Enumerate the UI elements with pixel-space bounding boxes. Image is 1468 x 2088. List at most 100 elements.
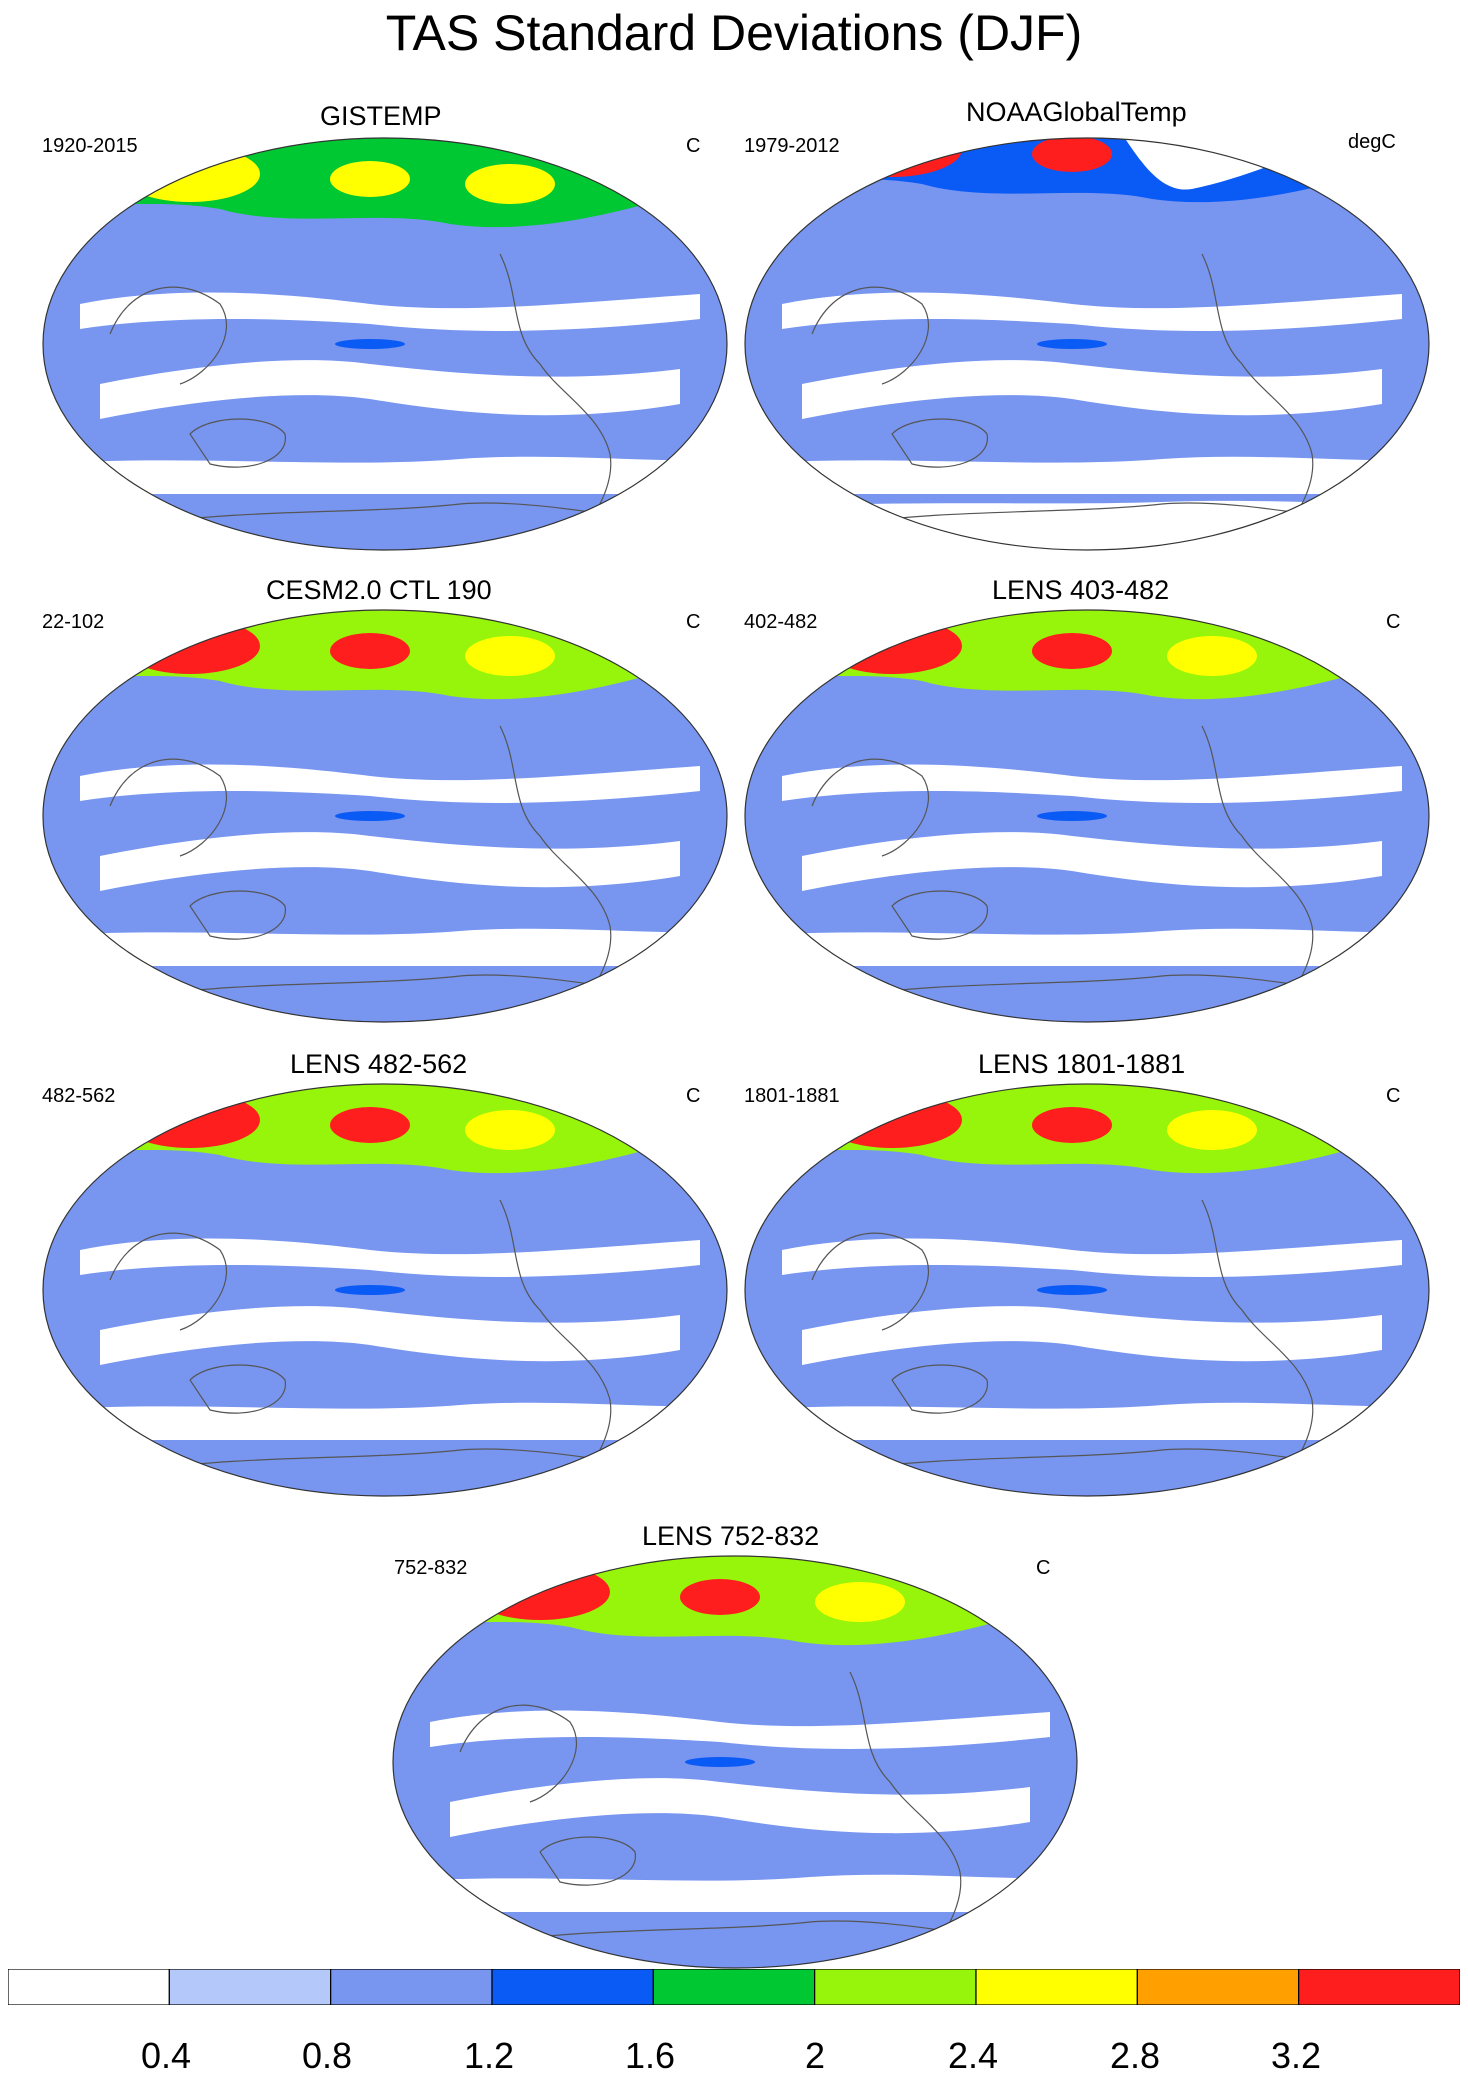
southern-ocean-band xyxy=(43,456,727,494)
americas-coastline xyxy=(849,1671,962,1948)
siberia-hotspot xyxy=(1032,633,1112,669)
colorbar-box xyxy=(1298,1969,1460,2005)
tropical-low-band xyxy=(802,360,1382,419)
colorbar-tick-label: 2.4 xyxy=(948,2035,999,2076)
contour-field xyxy=(745,138,1429,550)
enso-core xyxy=(335,339,405,349)
asia-coastline xyxy=(811,1232,929,1331)
map-outline xyxy=(744,1083,1430,1497)
contour-field xyxy=(43,138,727,550)
panel-units-label: C xyxy=(1386,611,1401,633)
panel-units-label: C xyxy=(1036,1557,1051,1579)
australia-coastline xyxy=(189,890,286,940)
americas-coastline xyxy=(499,725,612,1002)
map-panel-noaaglobaltemp xyxy=(744,137,1430,551)
southern-ocean-band xyxy=(43,928,727,966)
americas-coastline xyxy=(499,253,612,530)
map-outline xyxy=(42,609,728,1023)
panel-period-label: 752-832 xyxy=(394,1557,468,1579)
panel-period-label: 1801-1881 xyxy=(744,1085,840,1107)
map-outline xyxy=(744,137,1430,551)
colorbar-box xyxy=(975,1969,1138,2005)
americas-coastline xyxy=(1201,725,1314,1002)
subtropical-low-band xyxy=(782,764,1402,803)
enso-core xyxy=(1037,1285,1107,1295)
asia-coastline xyxy=(811,286,929,385)
panel-units-label: C xyxy=(686,135,701,157)
namerica-hotspot xyxy=(465,1110,555,1150)
colorbar-tick-label: 0.4 xyxy=(141,2035,192,2076)
subtropical-low-band xyxy=(782,292,1402,331)
colorbar-tick-label: 1.6 xyxy=(625,2035,676,2076)
panel-period-label: 1979-2012 xyxy=(744,135,840,157)
australia-coastline xyxy=(189,1364,286,1414)
enso-core xyxy=(335,1285,405,1295)
panel-title: GISTEMP xyxy=(320,101,442,131)
colorbar-box xyxy=(8,1969,170,2005)
eurasia-hotspot xyxy=(120,1092,260,1148)
asia-coastline xyxy=(459,1704,577,1803)
map-panel-lens-403-482 xyxy=(744,609,1430,1023)
tropical-low-band xyxy=(100,1306,680,1365)
map-outline xyxy=(42,137,728,551)
eurasia-hotspot xyxy=(120,146,260,202)
contour-field xyxy=(43,610,727,1022)
subtropical-low-band xyxy=(782,1238,1402,1277)
map-panel-gistemp xyxy=(42,137,728,551)
panel-period-label: 482-562 xyxy=(42,1085,116,1107)
map-panel-lens-482-562 xyxy=(42,1083,728,1497)
panel-title: LENS 752-832 xyxy=(642,1521,820,1551)
panel-title: LENS 403-482 xyxy=(992,575,1170,605)
colorbar-tick-label: 2 xyxy=(805,2035,826,2076)
eurasia-hotspot xyxy=(822,1092,962,1148)
colorbar-box xyxy=(491,1969,654,2005)
namerica-hotspot xyxy=(1167,1110,1257,1150)
siberia-hotspot xyxy=(330,633,410,669)
colorbar-box xyxy=(168,1969,332,2005)
panel-units-label: C xyxy=(686,611,701,633)
southern-ocean-band xyxy=(393,1874,1077,1912)
colorbar-box xyxy=(652,1969,816,2005)
colorbar-box xyxy=(330,1969,493,2005)
map-outline xyxy=(42,1083,728,1497)
australia-coastline xyxy=(539,1836,636,1886)
enso-core xyxy=(335,811,405,821)
tropical-low-band xyxy=(802,832,1382,891)
americas-coastline xyxy=(1201,253,1314,530)
siberia-hotspot xyxy=(1032,138,1112,172)
australia-coastline xyxy=(891,418,988,468)
subtropical-low-band xyxy=(80,292,700,331)
tropical-low-band xyxy=(802,1306,1382,1365)
subtropical-low-band xyxy=(430,1710,1050,1749)
enso-core xyxy=(685,1757,755,1767)
subtropical-low-band xyxy=(80,1238,700,1277)
main-title: TAS Standard Deviations (DJF) xyxy=(385,5,1083,61)
namerica-hotspot xyxy=(465,636,555,676)
panel-units-label: C xyxy=(686,1085,701,1107)
panel-title: LENS 482-562 xyxy=(290,1049,468,1079)
contour-field xyxy=(745,610,1429,1022)
southern-ocean-band xyxy=(745,928,1429,966)
tropical-low-band xyxy=(450,1778,1030,1837)
panel-units-label: degC xyxy=(1348,131,1396,153)
eurasia-hotspot xyxy=(822,618,962,674)
subtropical-low-band xyxy=(80,764,700,803)
southern-ocean-band xyxy=(745,456,1429,494)
namerica-hotspot xyxy=(1167,636,1257,676)
enso-core xyxy=(1037,339,1107,349)
colorbar-tick-label: 3.2 xyxy=(1271,2035,1322,2076)
panel-units-label: C xyxy=(1386,1085,1401,1107)
eurasia-hotspot xyxy=(822,138,962,177)
panel-title: LENS 1801-1881 xyxy=(978,1049,1186,1079)
colorbar-tick-label: 2.8 xyxy=(1110,2035,1161,2076)
panel-period-label: 22-102 xyxy=(42,611,105,633)
panel-period-label: 1920-2015 xyxy=(42,135,138,157)
panel-period-label: 402-482 xyxy=(744,611,818,633)
colorbar-box xyxy=(1136,1969,1300,2005)
siberia-hotspot xyxy=(680,1579,760,1615)
australia-coastline xyxy=(891,1364,988,1414)
tropical-low-band xyxy=(100,832,680,891)
contour-field xyxy=(393,1556,1077,1968)
map-panel-lens-1801-1881 xyxy=(744,1083,1430,1497)
eurasia-hotspot xyxy=(470,1564,610,1620)
